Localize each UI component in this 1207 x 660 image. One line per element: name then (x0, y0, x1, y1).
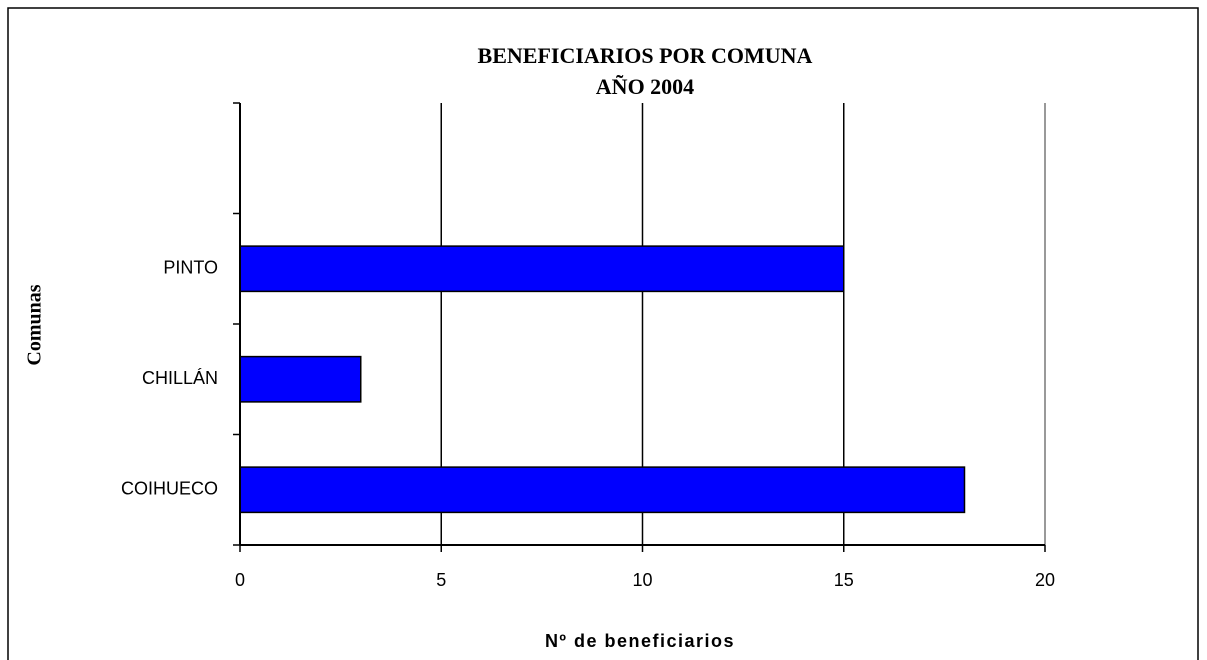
y-axis-label: Comunas (24, 284, 46, 365)
x-tick-label: 0 (235, 570, 245, 590)
x-tick-label: 20 (1035, 570, 1055, 590)
x-tick-label: 15 (834, 570, 854, 590)
bar (239, 355, 362, 403)
bar (239, 245, 845, 293)
chart-frame (7, 7, 1199, 660)
x-tick-label: 5 (436, 570, 446, 590)
y-tick-label: CHILLÁN (142, 368, 218, 388)
y-tick-label: PINTO (163, 258, 218, 278)
bar (239, 466, 966, 514)
chart-title: BENEFICIARIOS POR COMUNA (478, 43, 813, 68)
chart-subtitle: AÑO 2004 (596, 74, 694, 99)
x-tick-label: 10 (632, 570, 652, 590)
y-tick-label: COIHUECO (121, 479, 218, 499)
x-axis-label: Nº de beneficiarios (545, 631, 735, 651)
